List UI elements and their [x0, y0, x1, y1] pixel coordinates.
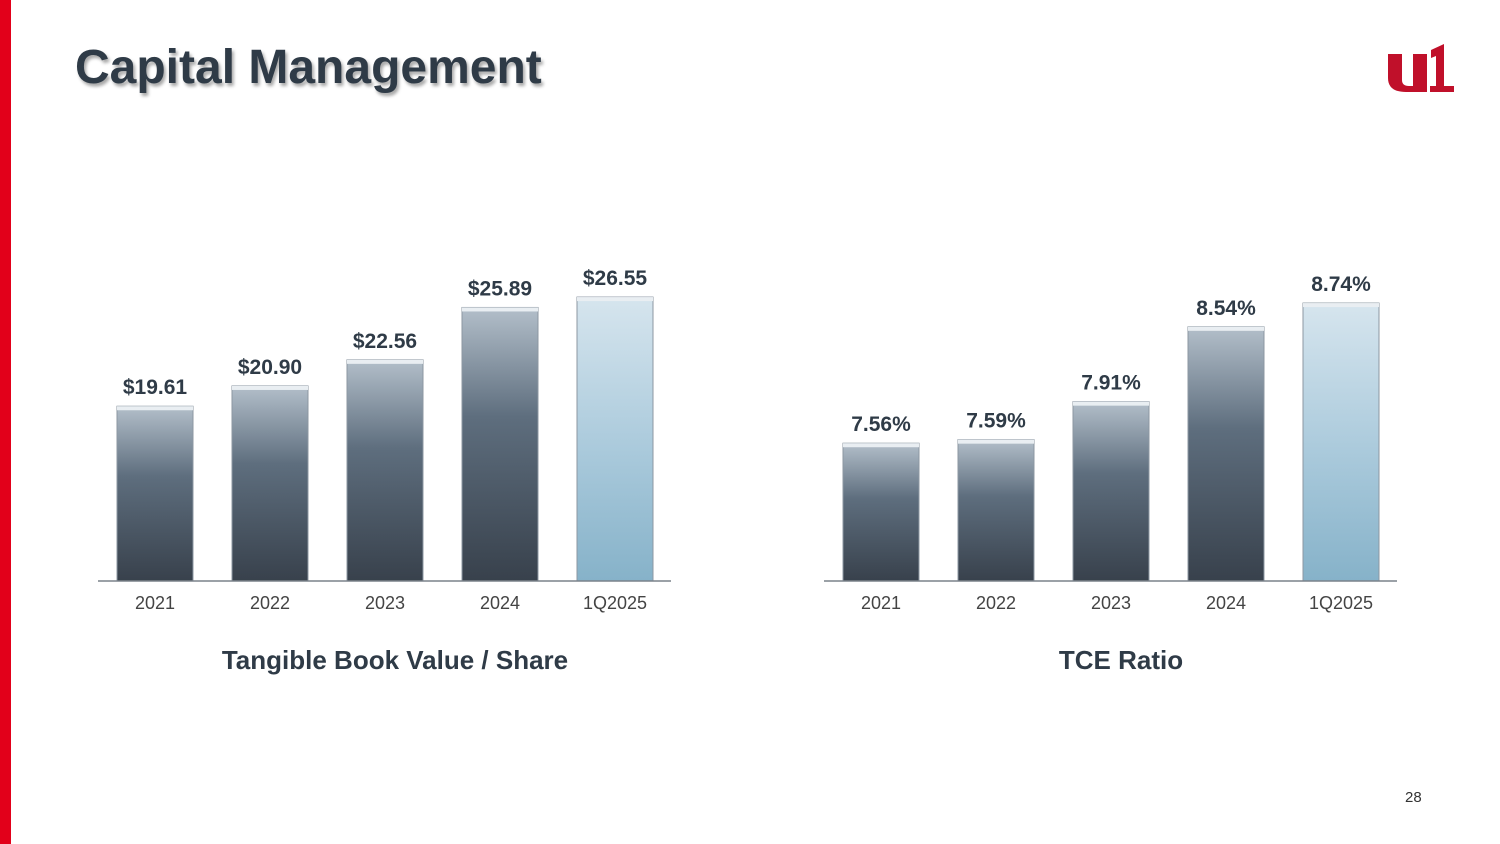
data-label: 7.56%: [851, 413, 911, 436]
x-tick-label: 2022: [250, 593, 290, 613]
data-label: $26.55: [583, 267, 648, 290]
x-tick-label: 1Q2025: [1309, 593, 1373, 613]
bar-1q2025: [576, 296, 654, 582]
tce-chart-plot: 7.56% 2021 7.59% 2022 7.91% 2023 8.54% 2024 8.74…: [824, 273, 1397, 613]
bar-2021: [842, 442, 920, 582]
bar-cap: [843, 443, 919, 448]
bar-2023: [1072, 401, 1150, 582]
x-tick-label: 2024: [1206, 593, 1246, 613]
bar-2022: [957, 439, 1035, 582]
data-label: 7.59%: [966, 410, 1026, 433]
bar-cap: [462, 307, 538, 312]
tbv-chart-plot: $19.61 2021 $20.90 2022 $22.56 2023 $25.89 2024…: [98, 267, 671, 613]
bar-2024: [1187, 326, 1265, 582]
x-tick-label: 2022: [976, 593, 1016, 613]
bar-cap: [1188, 326, 1264, 331]
bar-2024: [461, 306, 539, 582]
data-label: 8.54%: [1196, 297, 1256, 320]
x-tick-label: 2023: [365, 593, 405, 613]
tbv-chart-title: Tangible Book Value / Share: [221, 645, 569, 675]
page-number: 28: [1405, 789, 1422, 806]
bar-2022: [231, 385, 309, 582]
bar-cap: [1303, 303, 1379, 308]
x-tick-label: 2023: [1091, 593, 1131, 613]
x-tick-label: 2021: [135, 593, 175, 613]
u1-logo-icon: [1388, 44, 1454, 92]
tce-ratio-chart: 7.56% 2021 7.59% 2022 7.91% 2023 8.54% 2024 8.74…: [821, 240, 1421, 700]
tce-chart-title: TCE Ratio: [1058, 645, 1184, 675]
data-label: $20.90: [238, 356, 302, 379]
bar-1q2025: [1302, 302, 1380, 582]
data-label: 8.74%: [1311, 273, 1371, 296]
bar-cap: [117, 406, 193, 411]
tangible-book-value-chart: $19.61 2021 $20.90 2022 $22.56 2023 $25.89 2024…: [95, 240, 695, 700]
x-tick-label: 2021: [861, 593, 901, 613]
x-tick-label: 2024: [480, 593, 520, 613]
data-label: $22.56: [353, 330, 417, 353]
accent-bar: [0, 0, 11, 844]
data-label: $25.89: [468, 277, 532, 300]
data-label: 7.91%: [1081, 372, 1141, 395]
bar-2023: [346, 359, 424, 582]
bar-2021: [116, 405, 194, 582]
bar-cap: [1073, 401, 1149, 406]
bar-cap: [958, 439, 1034, 444]
data-label: $19.61: [123, 376, 188, 399]
x-tick-label: 1Q2025: [583, 593, 647, 613]
bar-cap: [577, 297, 653, 302]
bar-cap: [232, 385, 308, 390]
bar-cap: [347, 359, 423, 364]
slide-title: Capital Management: [75, 41, 542, 94]
